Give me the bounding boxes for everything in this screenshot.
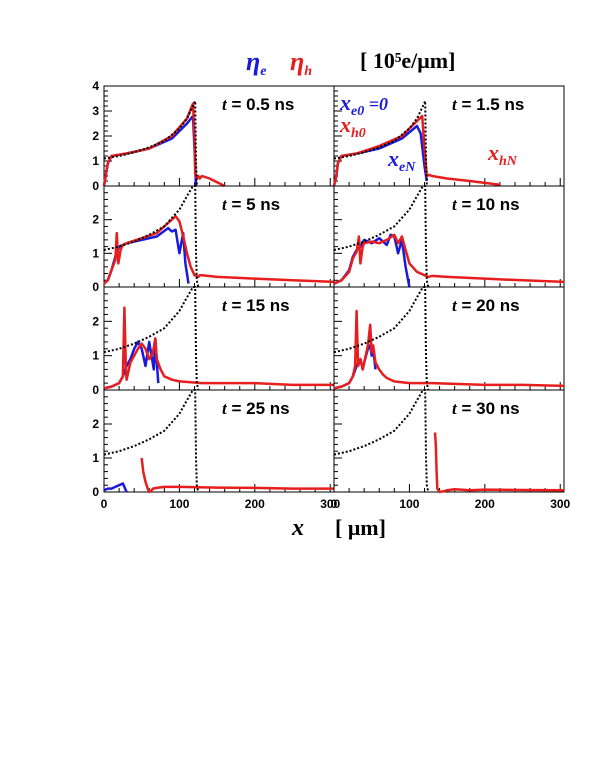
time-label: t = 30 ns: [452, 399, 520, 418]
series-hole: [333, 309, 565, 390]
y-tick-label: 3: [92, 104, 99, 118]
x-tick-label: 300: [320, 497, 340, 511]
time-label: t = 15 ns: [222, 296, 290, 315]
panel-frame: [103, 286, 335, 391]
panel-7: 0 1 2 0 100 200 300 t = 25 ns: [92, 389, 341, 511]
eta-e-label: ηe: [246, 47, 267, 79]
annot-xhN: xhN: [487, 140, 518, 169]
y-tick-label: 1: [92, 154, 99, 168]
series-field: [103, 286, 200, 391]
x-tick-label: 100: [169, 497, 189, 511]
x-tick-label: 0: [331, 497, 338, 511]
series-electron: [103, 482, 128, 493]
time-label: t = 1.5 ns: [452, 95, 524, 114]
y-tick-label: 4: [92, 79, 99, 93]
panels-group: 0 1 2 3 4 t = 0.5 ns t = 1.5 ns 0 1 2 t = 5 ns t = …: [92, 79, 570, 511]
x-tick-label: 0: [101, 497, 108, 511]
x-tick-label: 200: [475, 497, 495, 511]
panel-4: t = 10 ns: [333, 185, 565, 288]
panel-8: 0 100 200 300 t = 30 ns: [331, 389, 571, 511]
series-field: [333, 286, 430, 391]
series-field: [333, 389, 430, 493]
panel-frame: [333, 389, 565, 493]
panel-frame: [103, 389, 335, 493]
series-hole: [332, 114, 501, 187]
x-tick-label: 100: [399, 497, 419, 511]
y-tick-label: 0: [92, 280, 99, 294]
series-field: [333, 100, 428, 187]
y-tick-label: 0: [92, 179, 99, 193]
panel-frame: [103, 85, 335, 187]
y-tick-label: 1: [92, 246, 99, 260]
series-hole: [103, 306, 334, 390]
y-tick-label: 2: [92, 129, 99, 143]
panel-1: 0 1 2 3 4 t = 0.5 ns: [92, 79, 335, 193]
panel-2: t = 1.5 ns: [332, 85, 565, 187]
y-tick-label: 1: [92, 349, 99, 363]
panel-6: t = 20 ns: [333, 286, 565, 391]
time-label: t = 5 ns: [222, 195, 280, 214]
series-hole: [140, 457, 334, 494]
series-field: [333, 185, 430, 288]
eta-h-label: ηh: [290, 47, 312, 79]
series-field: [103, 185, 200, 288]
y-tick-label: 0: [92, 383, 99, 397]
annot-xh0: xh0: [339, 112, 366, 141]
time-label: t = 20 ns: [452, 296, 520, 315]
y-tick-label: 2: [92, 314, 99, 328]
series-hole: [433, 432, 565, 494]
series-electron: [102, 114, 198, 187]
panel-5: 0 1 2 t = 15 ns: [92, 286, 335, 397]
series-hole: [333, 233, 565, 285]
x-tick-label: 300: [550, 497, 570, 511]
panel-3: 0 1 2 t = 5 ns: [92, 185, 335, 294]
x-tick-label: 200: [245, 497, 265, 511]
series-field: [103, 100, 198, 187]
y-tick-label: 2: [92, 213, 99, 227]
time-label: t = 10 ns: [452, 195, 520, 214]
time-label: t = 25 ns: [222, 399, 290, 418]
annot-xe0: xe0 =0: [339, 90, 388, 119]
unit-label: [ 10⁵e/μm]: [360, 48, 455, 73]
series-hole: [103, 215, 335, 285]
series-field: [103, 389, 200, 493]
panel-frame: [103, 185, 335, 288]
time-label: t = 0.5 ns: [222, 95, 294, 114]
annot-xeN: xeN: [387, 146, 416, 175]
x-axis-unit: [ μm]: [335, 515, 386, 540]
y-tick-label: 0: [92, 485, 99, 499]
panel-frame: [333, 185, 565, 288]
x-axis-var: x: [291, 515, 304, 541]
y-tick-label: 1: [92, 451, 99, 465]
y-tick-label: 2: [92, 417, 99, 431]
series-hole: [102, 102, 226, 188]
